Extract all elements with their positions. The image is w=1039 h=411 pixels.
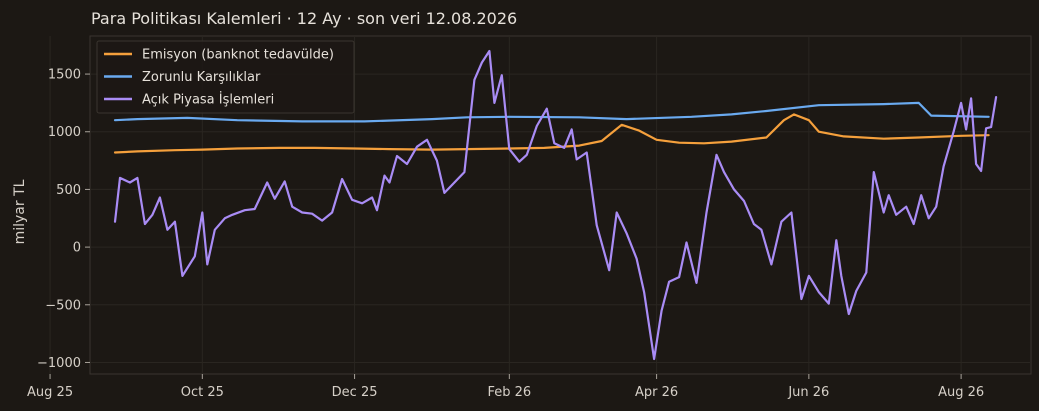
x-axis: Aug 25 Oct 25 Dec 25 Feb 26 Apr 26 Jun 26 Aug …	[27, 374, 984, 400]
series-line-2	[113, 101, 990, 123]
y-tick-label: −1000	[37, 356, 81, 371]
x-tick-label: Aug 26	[938, 385, 984, 400]
x-tick-label: Jun 26	[787, 385, 829, 400]
y-tick-label: 0	[73, 241, 81, 256]
chart-title: Para Politikası Kalemleri · 12 Ay · son …	[91, 9, 517, 28]
x-tick-label: Oct 25	[181, 385, 224, 400]
x-tick-label: Aug 25	[27, 385, 73, 400]
x-tick-label: Feb 26	[487, 385, 531, 400]
series-line-3	[113, 49, 998, 361]
x-tick-label: Apr 26	[635, 385, 678, 400]
legend-label: Açık Piyasa İşlemleri	[142, 92, 274, 108]
y-tick-label: −500	[45, 298, 81, 313]
y-tick-label: 500	[56, 183, 81, 198]
x-tick-label: Dec 25	[332, 385, 378, 400]
y-axis-label: milyar TL	[12, 179, 28, 244]
series-line-1	[113, 113, 990, 154]
y-tick-label: 1000	[48, 125, 81, 140]
legend: Emisyon (banknot tedavülde) Zorunlu Karşı…	[96, 40, 355, 114]
y-tick-label: 1500	[48, 68, 81, 83]
series-group	[113, 49, 998, 361]
y-axis: −1000 −500 0 500 1000 1500	[37, 68, 90, 371]
legend-box	[96, 40, 355, 114]
legend-label: Zorunlu Karşılıklar	[142, 70, 261, 85]
legend-label: Emisyon (banknot tedavülde)	[142, 48, 334, 63]
